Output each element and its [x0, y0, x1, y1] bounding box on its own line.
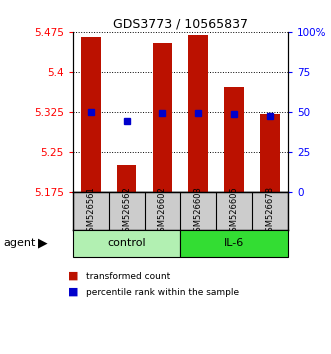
Title: GDS3773 / 10565837: GDS3773 / 10565837 — [113, 18, 248, 31]
Bar — [224, 87, 244, 192]
Bar — [117, 165, 136, 192]
Text: IL-6: IL-6 — [224, 238, 244, 249]
Text: percentile rank within the sample: percentile rank within the sample — [86, 287, 239, 297]
Text: GSM526562: GSM526562 — [122, 186, 131, 236]
Bar — [188, 35, 208, 192]
Text: GSM526605: GSM526605 — [230, 186, 239, 236]
Text: GSM526678: GSM526678 — [265, 185, 274, 237]
Bar — [81, 37, 101, 192]
Text: ▶: ▶ — [38, 237, 48, 250]
Text: GSM526561: GSM526561 — [86, 186, 95, 236]
Text: GSM526603: GSM526603 — [194, 186, 203, 236]
Bar — [153, 42, 172, 192]
Bar — [260, 114, 280, 192]
Text: GSM526602: GSM526602 — [158, 186, 167, 236]
Text: agent: agent — [3, 238, 36, 249]
Text: ■: ■ — [68, 287, 78, 297]
Text: transformed count: transformed count — [86, 272, 170, 281]
Text: control: control — [107, 238, 146, 249]
Text: ■: ■ — [68, 271, 78, 281]
